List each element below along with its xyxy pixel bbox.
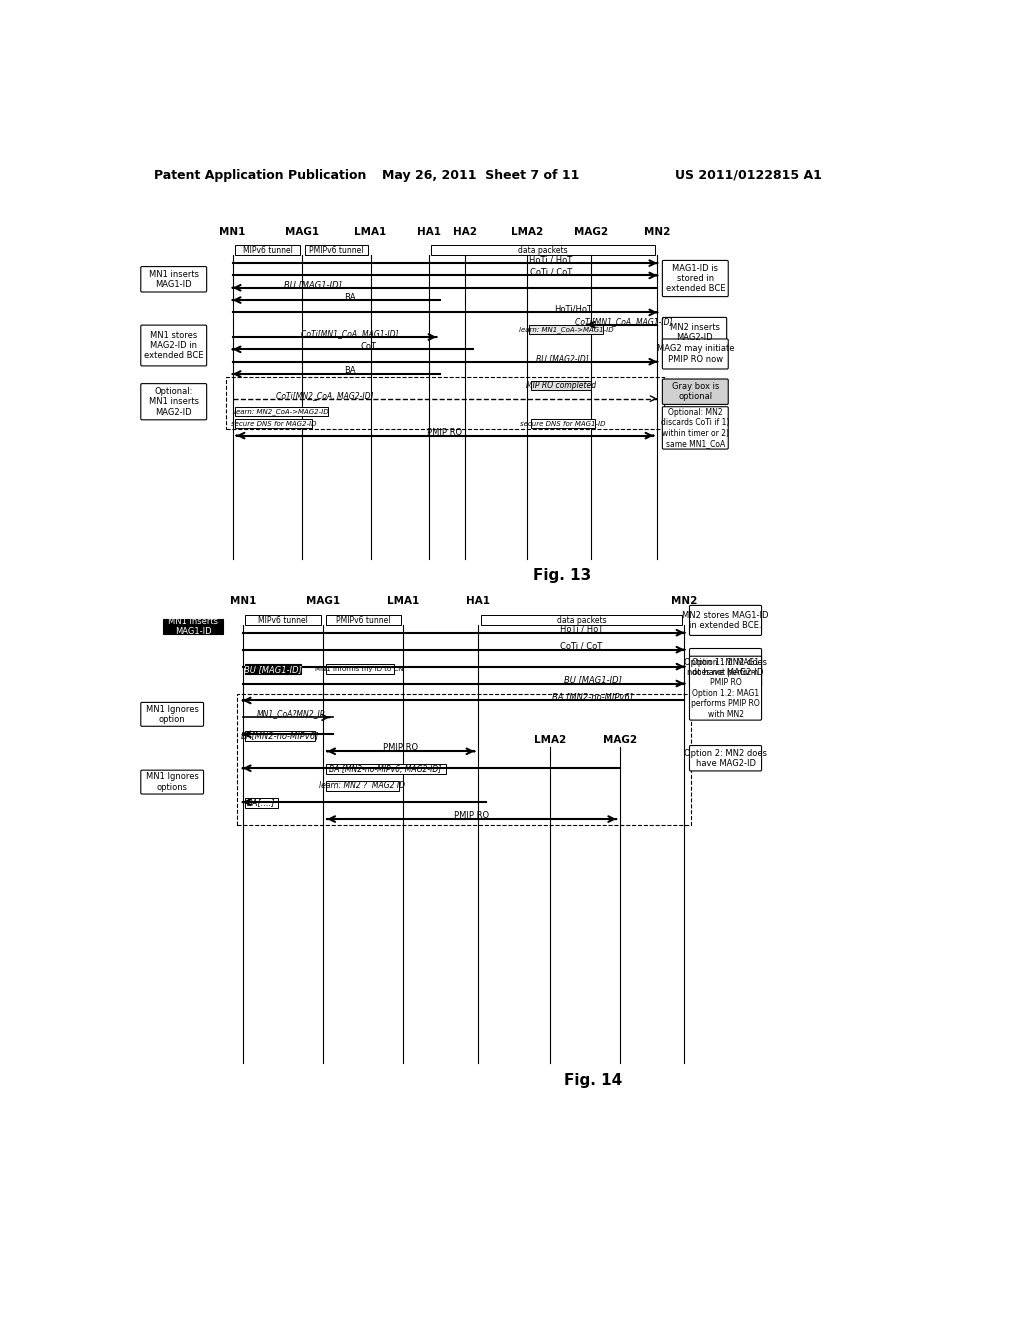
- Text: BA: BA: [344, 367, 356, 375]
- Text: CoTi[MN1_CoA, MAG1-ID]: CoTi[MN1_CoA, MAG1-ID]: [575, 317, 673, 326]
- FancyBboxPatch shape: [140, 770, 204, 795]
- Text: HA1: HA1: [466, 597, 490, 606]
- Text: HA2: HA2: [454, 227, 477, 236]
- Text: LMA1: LMA1: [387, 597, 419, 606]
- Bar: [326, 781, 399, 791]
- Text: PMIPv6 tunnel: PMIPv6 tunnel: [309, 246, 364, 255]
- Text: LMA2: LMA2: [535, 735, 566, 744]
- Text: LMA1: LMA1: [354, 227, 387, 236]
- Text: HoTi / HoT: HoTi / HoT: [529, 256, 572, 264]
- Text: MN1: MN1: [219, 227, 246, 236]
- Text: MN1: MN1: [229, 597, 256, 606]
- Bar: [480, 615, 682, 626]
- Text: MN1 inserts
MAG1-ID: MN1 inserts MAG1-ID: [148, 269, 199, 289]
- FancyBboxPatch shape: [140, 702, 204, 726]
- Text: Fig. 14: Fig. 14: [564, 1073, 623, 1088]
- Bar: [431, 246, 655, 256]
- Bar: [163, 619, 223, 635]
- Text: MN2 inserts
MAG2-ID: MN2 inserts MAG2-ID: [670, 322, 720, 342]
- FancyBboxPatch shape: [663, 317, 727, 347]
- Text: PMIPv6 tunnel: PMIPv6 tunnel: [336, 615, 390, 624]
- Text: HA1: HA1: [417, 227, 440, 236]
- Text: BU [MAG1-ID]: BU [MAG1-ID]: [244, 665, 302, 673]
- FancyBboxPatch shape: [140, 325, 207, 366]
- Text: MN2 stores MAG1-ID
in extended BCE.: MN2 stores MAG1-ID in extended BCE.: [682, 611, 769, 630]
- Text: HoTi / HoT: HoTi / HoT: [560, 624, 603, 634]
- FancyBboxPatch shape: [689, 648, 762, 686]
- Text: MN1 Ignores
option: MN1 Ignores option: [145, 705, 199, 725]
- Bar: [226, 378, 664, 429]
- Text: PMIP RO: PMIP RO: [427, 428, 463, 437]
- Text: PMIP RO: PMIP RO: [455, 810, 489, 820]
- Text: secure DNS for MAG1-ID: secure DNS for MAG1-ID: [520, 421, 605, 426]
- FancyBboxPatch shape: [663, 407, 728, 449]
- Text: BA [MN2-no-MIPv6, MAG2-ID]: BA [MN2-no-MIPv6, MAG2-ID]: [329, 764, 441, 774]
- Bar: [326, 615, 400, 626]
- Text: learn: MN1_CoA->MAG1-ID: learn: MN1_CoA->MAG1-ID: [518, 326, 613, 333]
- Text: Patent Application Publication: Patent Application Publication: [154, 169, 366, 182]
- Bar: [245, 799, 278, 808]
- Bar: [245, 664, 301, 675]
- Text: MAG1: MAG1: [286, 227, 319, 236]
- Text: MN2: MN2: [644, 227, 671, 236]
- Bar: [234, 246, 300, 256]
- FancyBboxPatch shape: [140, 267, 207, 292]
- Text: Option 1: MN2 does
not have MAG2-ID: Option 1: MN2 does not have MAG2-ID: [684, 657, 767, 677]
- Text: MN1_CoA?MN2_IP: MN1_CoA?MN2_IP: [257, 709, 325, 718]
- Text: MAG1: MAG1: [306, 597, 340, 606]
- Text: MAG1-ID is
stored in
extended BCE: MAG1-ID is stored in extended BCE: [666, 264, 725, 293]
- Text: BU [MAG2-ID]: BU [MAG2-ID]: [536, 354, 589, 363]
- Bar: [234, 420, 312, 428]
- Bar: [326, 664, 394, 675]
- Text: LMA2: LMA2: [511, 227, 544, 236]
- Text: PMIP RO: PMIP RO: [383, 743, 419, 752]
- Bar: [326, 764, 445, 775]
- Text: CoTi[MN1_CoA, MAG1-ID]: CoTi[MN1_CoA, MAG1-ID]: [301, 330, 398, 338]
- Bar: [305, 246, 369, 256]
- Text: learn: MN2 ?  MAG2 ID: learn: MN2 ? MAG2 ID: [319, 781, 406, 791]
- Bar: [234, 407, 328, 416]
- Text: HoTi/HoT: HoTi/HoT: [554, 305, 592, 314]
- Text: MAG2 may initiate
PMIP RO now: MAG2 may initiate PMIP RO now: [656, 345, 734, 364]
- Bar: [531, 381, 592, 391]
- Text: Fig. 13: Fig. 13: [532, 568, 591, 583]
- Text: BU [MAG1-ID]: BU [MAG1-ID]: [285, 280, 342, 289]
- Text: BU [MAG1-ID]: BU [MAG1-ID]: [564, 676, 622, 684]
- Bar: [237, 694, 690, 825]
- FancyBboxPatch shape: [663, 260, 728, 297]
- Text: US 2011/0122815 A1: US 2011/0122815 A1: [675, 169, 821, 182]
- Text: MN1 inserts
MAG1-ID: MN1 inserts MAG1-ID: [168, 616, 218, 636]
- Text: MN1 informs my ID to CN: MN1 informs my ID to CN: [315, 667, 404, 672]
- Text: BA [MN2-no-MIPv6]: BA [MN2-no-MIPv6]: [553, 692, 634, 701]
- Text: data packets: data packets: [557, 615, 606, 624]
- Text: MIPv6 tunnel: MIPv6 tunnel: [258, 615, 308, 624]
- Text: MIP RO completed: MIP RO completed: [526, 381, 596, 389]
- Bar: [245, 615, 321, 626]
- Bar: [245, 730, 314, 741]
- Text: CoTi / CoT: CoTi / CoT: [529, 268, 571, 277]
- FancyBboxPatch shape: [663, 379, 728, 404]
- FancyBboxPatch shape: [689, 746, 762, 771]
- Text: learn: MN2_CoA->MAG2-ID: learn: MN2_CoA->MAG2-ID: [234, 408, 329, 414]
- Text: MN2: MN2: [672, 597, 697, 606]
- Text: Optional:
MN1 inserts
MAG2-ID: Optional: MN1 inserts MAG2-ID: [148, 387, 199, 417]
- Text: Option 2: MN2 does
have MAG2-ID: Option 2: MN2 does have MAG2-ID: [684, 748, 767, 768]
- Text: MIPv6 tunnel: MIPv6 tunnel: [243, 246, 293, 255]
- FancyBboxPatch shape: [663, 339, 728, 370]
- Text: MN1 stores
MAG2-ID in
extended BCE: MN1 stores MAG2-ID in extended BCE: [144, 330, 204, 360]
- Text: MAG2: MAG2: [603, 735, 637, 744]
- FancyBboxPatch shape: [689, 656, 762, 721]
- FancyBboxPatch shape: [140, 384, 207, 420]
- Text: data packets: data packets: [518, 246, 568, 255]
- Bar: [531, 420, 595, 428]
- Text: May 26, 2011  Sheet 7 of 11: May 26, 2011 Sheet 7 of 11: [382, 169, 580, 182]
- Text: secure DNS for MAG2-ID: secure DNS for MAG2-ID: [231, 421, 316, 426]
- Text: CoT: CoT: [360, 342, 376, 351]
- Text: Optional: MN2
discards CoTi if 1)
within timer or 2)
same MN1_CoA: Optional: MN2 discards CoTi if 1) within…: [662, 408, 729, 447]
- FancyBboxPatch shape: [689, 606, 762, 635]
- Text: BA[....]: BA[....]: [247, 799, 275, 808]
- Text: CoTi[MN2_CoA, MAG2-ID]: CoTi[MN2_CoA, MAG2-ID]: [276, 391, 374, 400]
- Text: BA[MN2-no-MIPv6]: BA[MN2-no-MIPv6]: [241, 731, 319, 741]
- Text: Option 1.1: MAG1
does not perform
PMIP RO
Option 1.2: MAG1
performs PMIP RO
with: Option 1.1: MAG1 does not perform PMIP R…: [691, 657, 760, 718]
- Text: MN1 Ignores
options: MN1 Ignores options: [145, 772, 199, 792]
